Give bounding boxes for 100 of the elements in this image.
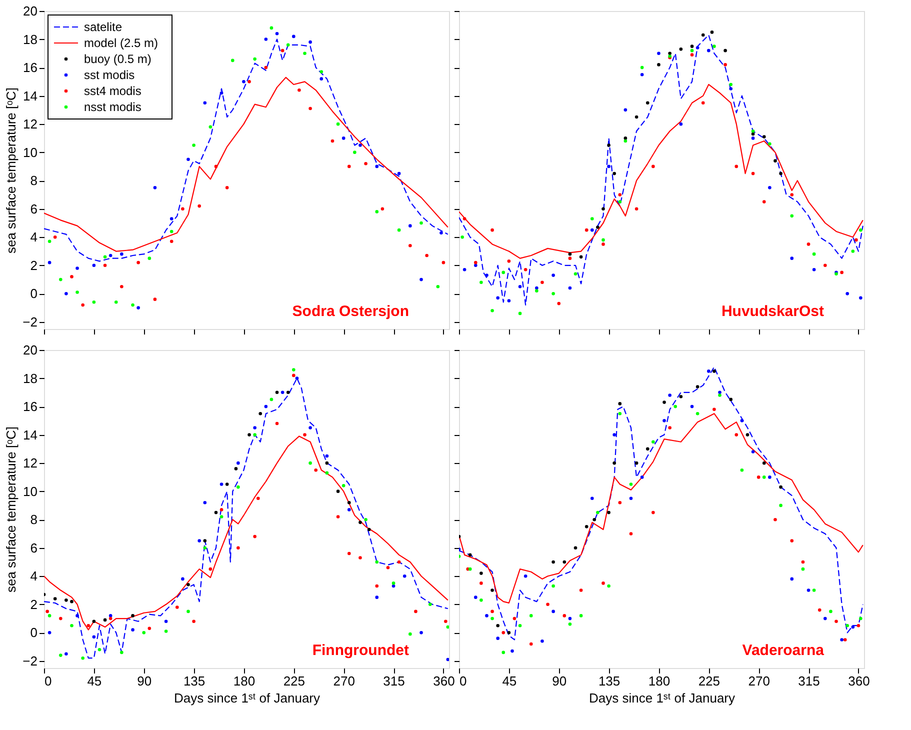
point	[496, 296, 500, 300]
y-tick-label: 20	[23, 342, 38, 358]
point	[225, 186, 229, 190]
y-tick-label: 0	[30, 286, 38, 302]
point	[812, 268, 816, 272]
point	[220, 91, 224, 95]
y-tick-label: 8	[30, 512, 38, 528]
y-tick-label: 12	[23, 116, 38, 132]
point	[225, 482, 229, 486]
point	[248, 433, 251, 436]
point	[640, 476, 644, 479]
point	[48, 240, 52, 244]
point	[474, 260, 478, 264]
point	[414, 610, 418, 614]
point	[46, 610, 49, 614]
point	[428, 602, 432, 606]
point	[258, 412, 262, 416]
x-tick-label: 90	[552, 674, 567, 688]
point	[108, 254, 112, 258]
point	[286, 390, 290, 394]
point	[70, 624, 74, 628]
point	[120, 252, 124, 256]
point	[507, 260, 511, 263]
point	[618, 200, 622, 204]
point	[718, 390, 722, 394]
point	[724, 48, 727, 52]
point	[768, 476, 772, 479]
point	[264, 404, 268, 408]
y-tick-label: 18	[23, 370, 38, 386]
point	[679, 394, 683, 398]
point	[751, 129, 755, 133]
point	[729, 398, 733, 402]
point	[856, 624, 860, 628]
point	[264, 38, 268, 41]
x-tick-label: 135	[598, 674, 620, 688]
point	[751, 132, 755, 136]
point	[253, 534, 256, 538]
point	[442, 260, 446, 264]
point	[568, 252, 572, 256]
point	[612, 172, 616, 176]
annotation: Vaderoarna	[742, 642, 825, 659]
point	[602, 242, 605, 246]
point	[444, 620, 448, 624]
point	[70, 275, 74, 278]
x-tick-label: 45	[502, 674, 517, 688]
point	[762, 135, 766, 138]
point	[574, 272, 578, 276]
x-tick-label: 315	[383, 674, 405, 688]
point	[236, 461, 240, 465]
point	[347, 164, 351, 168]
point	[275, 390, 279, 394]
point	[358, 520, 362, 524]
point	[496, 636, 500, 640]
point	[640, 72, 644, 76]
point	[496, 624, 500, 628]
point	[859, 616, 862, 620]
legend-label: model (2.5 m)	[84, 36, 158, 50]
y-tick-label: 14	[23, 427, 38, 442]
point	[164, 620, 168, 624]
point	[529, 614, 533, 618]
point	[552, 560, 555, 564]
point	[657, 63, 660, 66]
point	[634, 461, 638, 465]
point	[584, 525, 588, 528]
legend-label: buoy (0.5 m)	[84, 52, 152, 66]
point	[540, 280, 544, 284]
point	[640, 66, 644, 70]
point	[562, 614, 566, 618]
point	[420, 278, 423, 282]
point	[779, 172, 782, 176]
point	[347, 500, 351, 504]
point	[192, 620, 196, 624]
y-tick-label: 20	[23, 4, 38, 18]
point	[264, 66, 268, 70]
point	[220, 515, 224, 518]
point	[618, 193, 622, 196]
y-tick-label: 0	[30, 625, 38, 640]
point	[568, 256, 572, 260]
x-tick-label: 225	[283, 674, 306, 688]
y-tick-label: 6	[30, 201, 38, 216]
y-tick-label: 10	[23, 144, 38, 160]
point	[712, 370, 716, 373]
legend-label: sst modis	[84, 68, 135, 82]
point	[854, 238, 858, 242]
point	[646, 101, 650, 105]
point	[707, 48, 710, 52]
point	[552, 610, 555, 614]
point	[824, 616, 827, 620]
point	[286, 43, 290, 47]
point	[181, 577, 184, 581]
point	[170, 240, 174, 244]
point	[397, 172, 401, 176]
point	[53, 235, 57, 239]
point	[375, 560, 379, 564]
point	[518, 624, 522, 628]
point	[336, 515, 340, 518]
x-tick-label: 180	[648, 674, 670, 688]
point	[712, 408, 716, 412]
point	[662, 400, 666, 404]
y-tick-label: 4	[30, 230, 38, 245]
